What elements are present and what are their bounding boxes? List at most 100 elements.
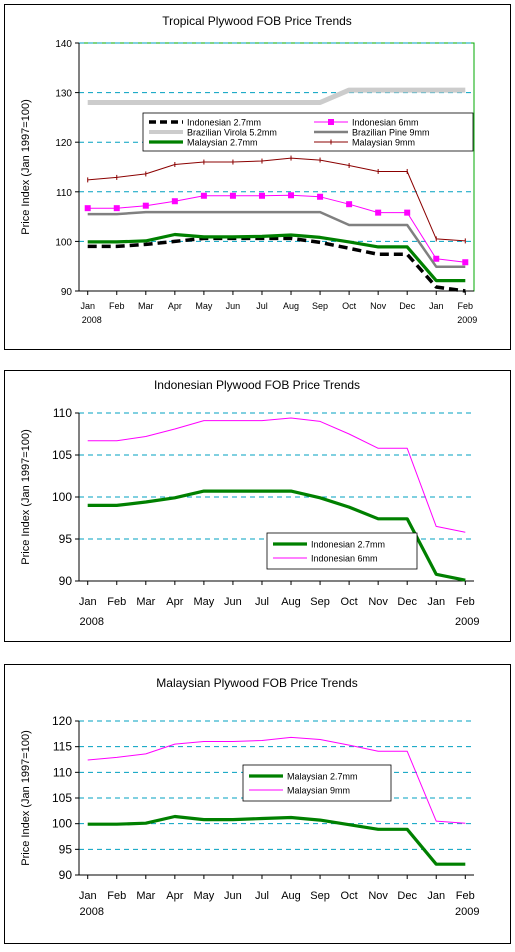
legend-label-1: Indonesian 6mm [352,118,419,128]
x-tick-label: Feb [107,596,126,608]
data-point-marker [317,193,324,200]
series-line-0 [87,236,466,293]
legend-label-0: Indonesian 2.7mm [311,540,385,550]
data-point-marker [113,205,120,212]
year-label-start: 2008 [79,906,103,918]
y-tick-label: 110 [53,765,72,779]
x-tick-label: Nov [368,890,388,902]
legend-label-0: Malaysian 2.7mm [287,772,358,782]
legend-marker [328,119,334,125]
legend-label-0: Indonesian 2.7mm [187,118,261,128]
x-tick-label: Apr [168,301,182,311]
x-tick-label: Jun [226,301,241,311]
x-tick-label: Apr [166,890,183,902]
x-tick-label: Feb [456,890,475,902]
y-tick-label: 100 [52,490,72,504]
x-tick-label: Jan [429,301,444,311]
y-tick-label: 110 [56,188,72,199]
y-tick-label: 120 [52,714,72,728]
x-tick-label: Feb [109,301,125,311]
y-tick-label: 100 [52,817,72,831]
y-tick-label: 140 [55,39,72,50]
y-tick-label: 90 [61,287,73,298]
year-label-end: 2009 [457,315,477,325]
data-point-marker [229,192,236,199]
legend-label-3: Brazilian Pine 9mm [352,128,430,138]
y-tick-label: 95 [59,532,73,546]
data-point-marker [433,255,440,262]
legend-label-1: Indonesian 6mm [311,554,378,564]
x-tick-label: Sep [310,890,330,902]
data-point-marker [84,205,91,212]
x-tick-label: Oct [341,890,358,902]
series-line-3 [87,210,466,268]
year-label-start: 2008 [82,315,102,325]
malaysian-plywood-chart: Malaysian Plywood FOB Price Trends Price … [4,664,511,944]
chart-2-svg: Malaysian Plywood FOB Price Trends Price … [20,676,480,918]
x-tick-label: May [193,596,214,608]
x-tick-label: May [193,890,214,902]
y-tick-label: 95 [59,842,73,856]
y-tick-label: 115 [53,740,72,754]
data-point-marker [462,259,469,266]
x-tick-label: Feb [107,890,126,902]
y-axis-label: Price Index (Jan 1997=100) [20,730,32,865]
y-tick-label: 110 [53,406,72,420]
x-tick-label: Dec [399,301,416,311]
chart-0-svg: Tropical Plywood FOB Price Trends Price I… [20,14,477,325]
chart-title: Indonesian Plywood FOB Price Trends [154,378,360,392]
series-line-5 [87,157,466,242]
x-tick-label: Jan [79,890,97,902]
data-point-marker [346,201,353,208]
x-tick-label: Mar [136,596,155,608]
data-point-marker [404,209,411,216]
y-tick-label: 100 [55,237,72,248]
x-tick-label: Oct [341,596,358,608]
y-tick-label: 120 [55,138,72,149]
x-tick-label: Jul [256,301,268,311]
series-line-1 [87,736,466,824]
year-label-end: 2009 [455,616,479,628]
legend-label-5: Malaysian 9mm [352,138,415,148]
legend-label-2: Brazilian Virola 5.2mm [187,128,277,138]
x-tick-label: Feb [458,301,474,311]
y-axis-label: Price Index (Jan 1997=100) [20,99,32,234]
x-tick-label: Jan [79,596,97,608]
y-tick-label: 105 [52,448,72,462]
x-tick-label: Aug [283,301,299,311]
data-point-marker [200,192,207,199]
x-tick-label: Jan [80,301,95,311]
x-tick-label: Jan [427,596,445,608]
x-tick-label: Aug [281,890,301,902]
series-line-2 [87,87,466,105]
legend-label-4: Malaysian 2.7mm [187,138,258,148]
series-line-1 [87,417,466,533]
x-tick-label: Jul [255,890,269,902]
legend-box [142,112,474,152]
y-tick-label: 130 [55,89,72,100]
x-tick-label: Mar [138,301,154,311]
x-tick-label: Jun [224,596,242,608]
x-tick-label: Jul [255,596,269,608]
x-tick-label: Apr [166,596,183,608]
series-line-0 [87,489,466,582]
x-tick-label: Oct [342,301,357,311]
series-line-4 [87,232,466,283]
x-tick-label: Mar [136,890,155,902]
x-tick-label: Sep [312,301,328,311]
chart-title: Tropical Plywood FOB Price Trends [162,14,352,28]
legend-label-1: Malaysian 9mm [287,786,350,796]
y-tick-label: 90 [59,868,73,882]
y-tick-label: 90 [59,574,73,588]
tropical-plywood-chart: Tropical Plywood FOB Price Trends Price I… [4,4,511,350]
data-point-marker [171,198,178,205]
y-tick-label: 105 [52,791,72,805]
x-tick-label: Dec [397,890,417,902]
x-tick-label: Jun [224,890,242,902]
x-tick-label: Sep [310,596,330,608]
series-line-1 [87,194,466,263]
x-tick-label: Nov [368,596,388,608]
data-point-marker [142,202,149,209]
x-tick-label: Dec [397,596,417,608]
data-point-marker [375,209,382,216]
